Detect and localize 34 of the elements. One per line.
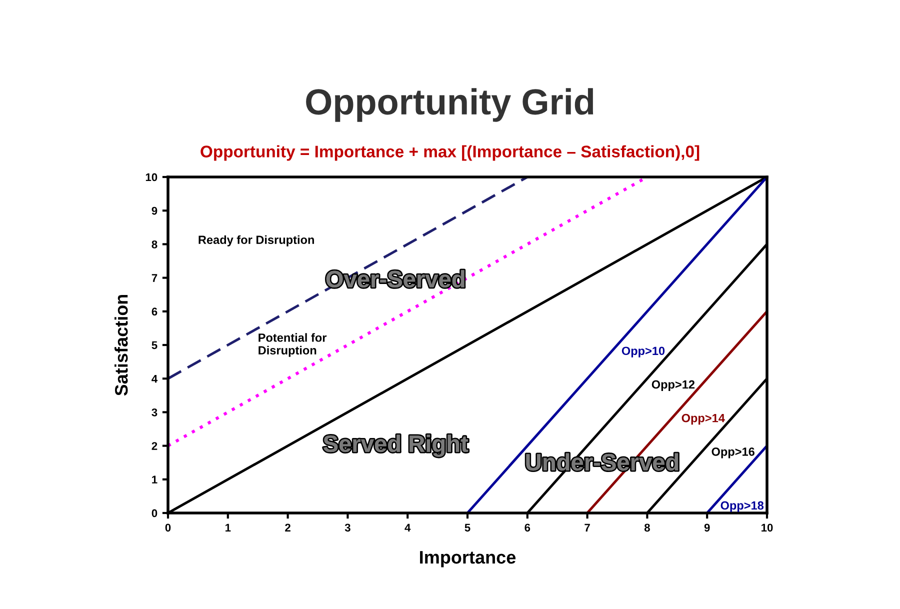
y-tick-label: 0 xyxy=(152,509,158,518)
x-tick-label: 0 xyxy=(165,524,171,532)
x-tick-label: 10 xyxy=(762,524,773,532)
series-label: Opp>12 xyxy=(652,380,695,391)
x-tick-label: 6 xyxy=(524,524,530,532)
y-tick-label: 1 xyxy=(152,476,158,484)
annotation: Potential for Disruption xyxy=(258,333,327,357)
y-tick-label: 4 xyxy=(152,374,158,383)
y-tick-label: 2 xyxy=(152,442,158,450)
y-tick-label: 9 xyxy=(152,206,158,215)
x-tick-label: 8 xyxy=(644,524,650,532)
series-label: Opp>18 xyxy=(720,501,764,512)
series-label: Opp>10 xyxy=(622,346,665,358)
x-tick-label: 1 xyxy=(226,524,231,532)
x-tick-label: 2 xyxy=(285,524,290,532)
y-tick-label: 7 xyxy=(152,274,158,282)
y-tick-label: 6 xyxy=(152,308,158,316)
annotation: Ready for Disruption xyxy=(198,235,314,246)
x-tick-label: 4 xyxy=(404,524,411,532)
x-axis-title: Importance xyxy=(420,551,516,568)
y-tick-label: 8 xyxy=(152,240,158,248)
x-tick-label: 5 xyxy=(464,524,470,532)
y-tick-label: 10 xyxy=(146,173,158,182)
series-label: Opp>14 xyxy=(682,414,725,425)
y-tick-label: 5 xyxy=(152,341,158,350)
x-tick-label: 3 xyxy=(344,524,350,532)
chart-subtitle: Opportunity = Importance + max [(Importance – Satisfaction),0] xyxy=(200,145,700,161)
x-tick-label: 9 xyxy=(704,524,710,532)
series-label: Opp>16 xyxy=(712,448,754,458)
y-axis-title: Satisfaction xyxy=(114,294,128,396)
y-tick-label: 3 xyxy=(152,408,158,416)
chart-title: Opportunity Grid xyxy=(306,88,594,122)
x-tick-label: 7 xyxy=(584,524,590,532)
annotation: Served Right xyxy=(323,434,468,457)
